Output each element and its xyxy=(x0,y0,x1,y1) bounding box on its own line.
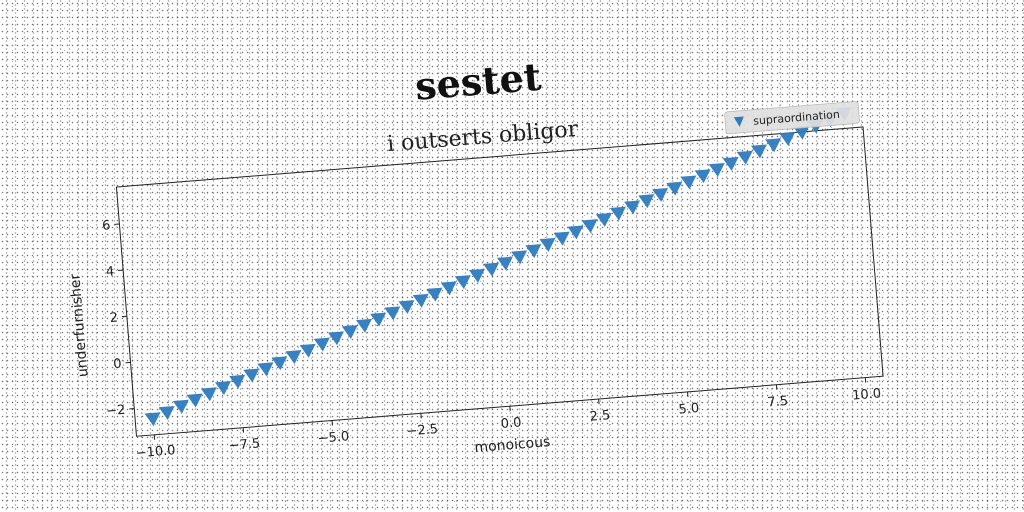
legend-box xyxy=(724,101,860,135)
data-point xyxy=(624,200,641,215)
x-tick-label: −7.5 xyxy=(228,436,261,453)
chart-title: sestet xyxy=(413,54,543,109)
x-tick-label: 2.5 xyxy=(589,408,611,425)
x-tick-label: −5.0 xyxy=(317,429,350,446)
data-point xyxy=(144,412,161,427)
data-point xyxy=(257,362,274,377)
data-point xyxy=(341,325,358,340)
data-point xyxy=(356,318,372,333)
data-point xyxy=(680,175,697,190)
data-point xyxy=(694,169,711,184)
data-point xyxy=(243,368,260,383)
data-point xyxy=(722,156,739,171)
y-tick-label: −2 xyxy=(106,403,126,419)
y-tick-label: 2 xyxy=(109,310,118,326)
data-point xyxy=(215,381,231,396)
data-point xyxy=(158,406,175,420)
data-point xyxy=(779,131,796,146)
x-tick-label: −2.5 xyxy=(406,422,439,439)
data-point xyxy=(595,212,612,227)
data-point xyxy=(384,306,401,321)
data-point xyxy=(750,144,767,159)
data-point xyxy=(553,231,570,246)
x-axis: −10.0 −7.5 −5.0 −2.5 0.0 2.5 5.0 7.5 10.0 xyxy=(135,377,882,461)
data-point xyxy=(426,287,443,302)
data-point xyxy=(736,150,753,165)
data-point xyxy=(666,181,683,196)
data-point xyxy=(652,187,669,202)
plot-frame xyxy=(115,126,884,437)
y-tick-label: 4 xyxy=(105,264,114,280)
y-axis-label: underfurnisher xyxy=(67,273,91,378)
data-point xyxy=(638,194,655,209)
x-axis-label: monoicous xyxy=(474,434,551,456)
data-point xyxy=(186,393,203,408)
data-point xyxy=(483,262,500,277)
data-point xyxy=(328,331,344,346)
data-point xyxy=(313,337,330,352)
data-point xyxy=(172,399,189,414)
data-point xyxy=(708,162,725,177)
data-point xyxy=(412,293,429,308)
data-point xyxy=(539,237,556,252)
data-point xyxy=(609,206,626,221)
data-point xyxy=(496,256,513,271)
legend: supraordination xyxy=(724,101,860,135)
data-point xyxy=(440,281,457,296)
legend-marker-icon xyxy=(733,116,744,127)
x-tick-label: 5.0 xyxy=(678,401,700,418)
chart-subtitle: i outserts obligor xyxy=(386,117,579,157)
data-point xyxy=(525,244,542,259)
x-tick-label: 10.0 xyxy=(852,386,882,403)
data-point xyxy=(468,268,485,283)
data-point xyxy=(793,125,810,140)
data-point xyxy=(200,387,217,402)
data-point xyxy=(299,343,316,358)
data-point xyxy=(581,219,598,234)
data-point xyxy=(370,312,387,327)
data-point xyxy=(271,356,288,371)
y-axis: −2 0 2 4 6 xyxy=(102,218,135,419)
x-tick-label: 7.5 xyxy=(767,394,789,411)
data-point xyxy=(398,300,415,315)
x-tick-label: 0.0 xyxy=(500,415,522,432)
y-tick-label: 6 xyxy=(102,218,111,234)
x-tick-label: −10.0 xyxy=(135,443,176,461)
data-point xyxy=(285,350,302,365)
data-point xyxy=(454,275,471,290)
data-points xyxy=(144,107,852,427)
data-point xyxy=(765,138,782,153)
data-point xyxy=(567,225,584,240)
data-point xyxy=(511,250,528,265)
y-tick-label: 0 xyxy=(113,357,122,373)
data-point xyxy=(229,374,246,389)
